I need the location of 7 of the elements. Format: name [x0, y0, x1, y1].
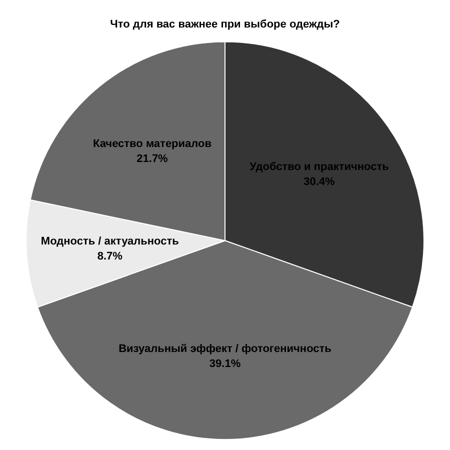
data-label: 39.1%: [209, 358, 241, 370]
slice-label: Качество материалов: [92, 138, 212, 150]
data-label: 21.7%: [136, 153, 168, 166]
slice-label: Модность / актуальность: [40, 235, 180, 248]
slice-label: Визуальный эффект / фотогеничность: [118, 342, 332, 355]
chart-title: Что для вас важнее при выборе одежды?: [110, 18, 340, 31]
data-label: 8.7%: [97, 250, 123, 262]
